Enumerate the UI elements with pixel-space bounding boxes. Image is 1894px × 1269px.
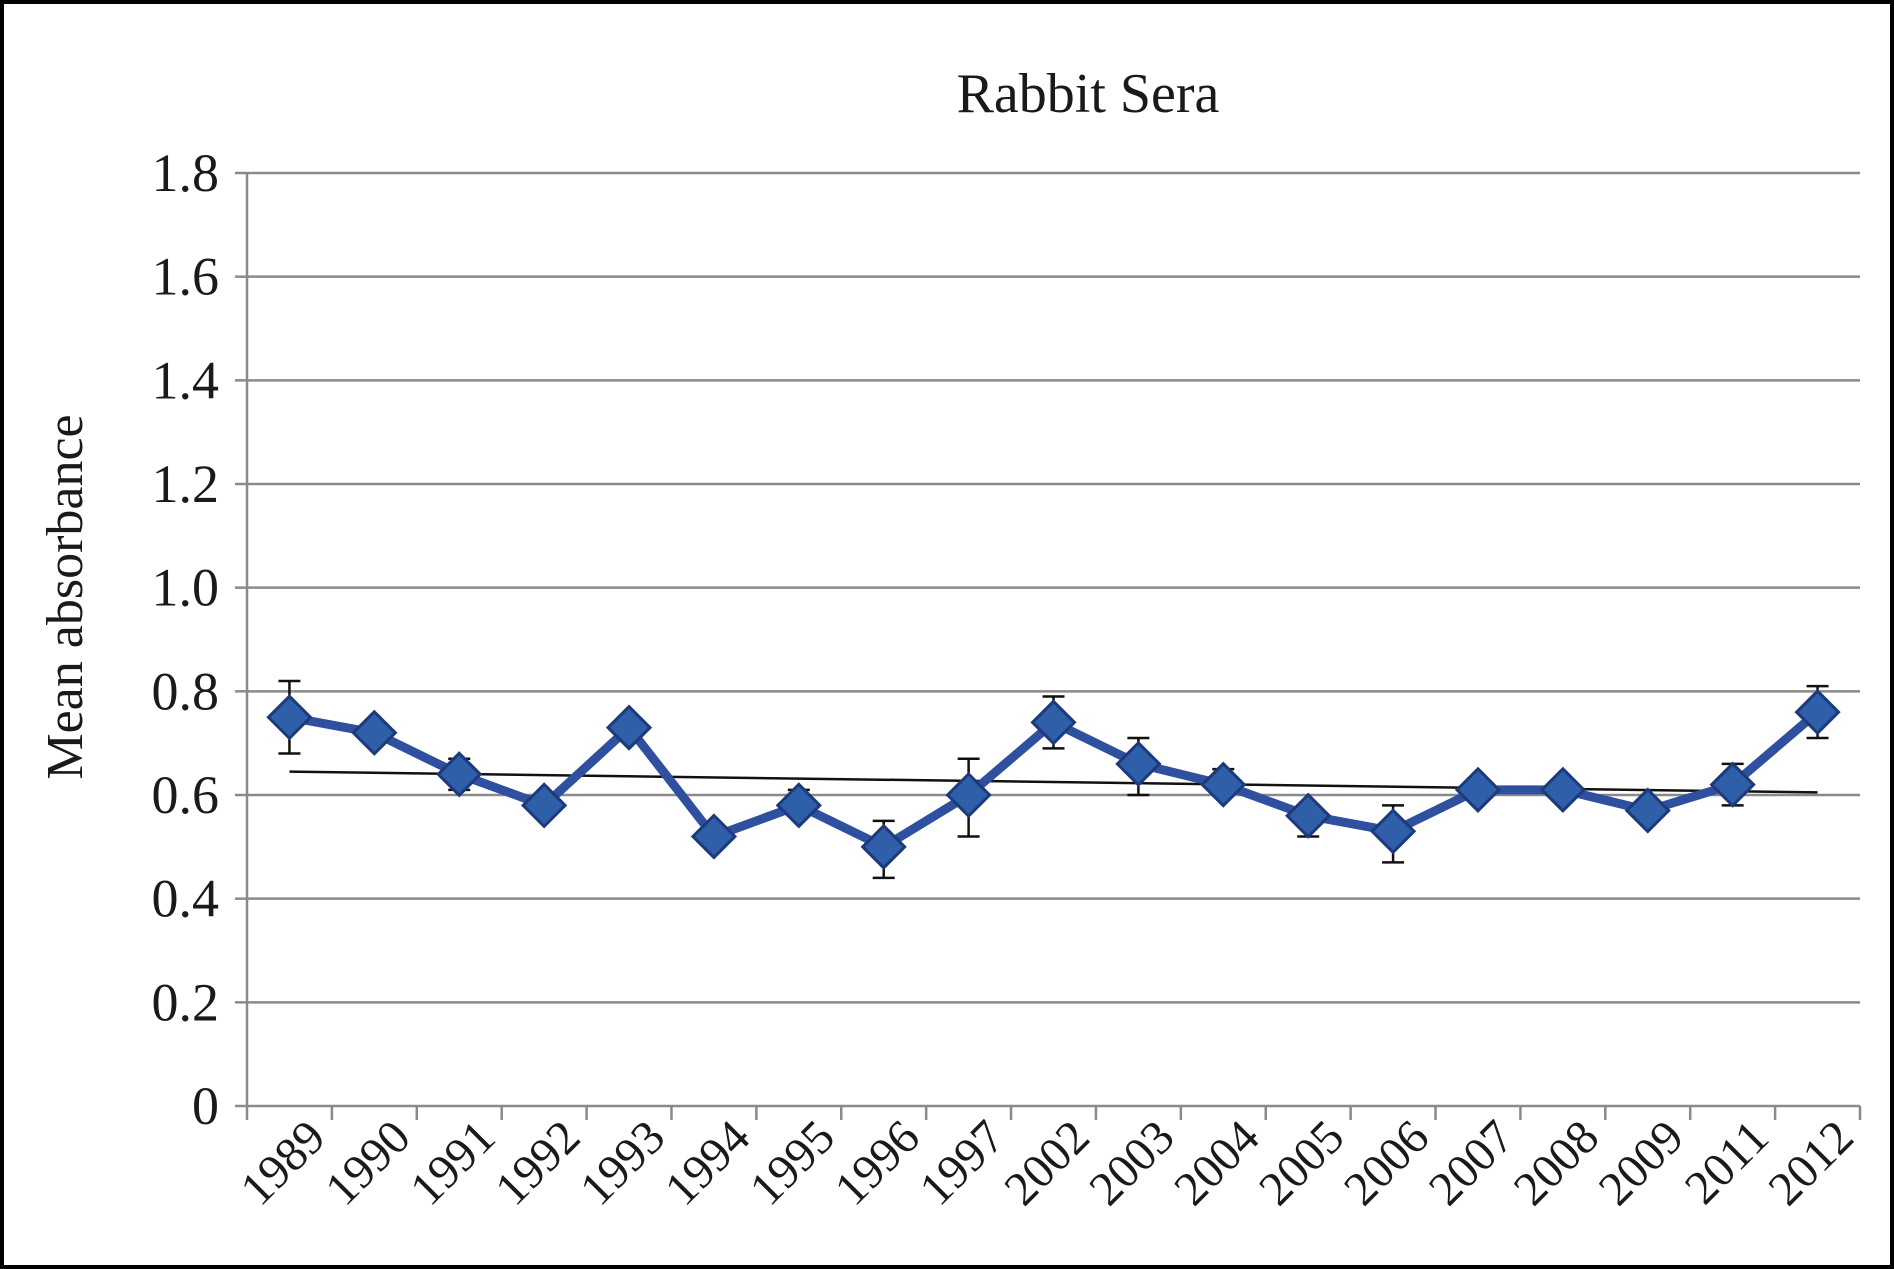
y-tick-label: 1.4	[152, 350, 220, 410]
data-point-1996	[860, 823, 907, 870]
data-point-1990	[351, 709, 398, 756]
data-point-1994	[690, 813, 738, 860]
data-point-2009	[1624, 787, 1671, 834]
data-point-2007	[1454, 766, 1502, 813]
y-tick-label: 0.6	[152, 765, 220, 825]
x-tick-label-1997: 1997	[909, 1110, 1014, 1215]
y-tick-label: 0	[192, 1076, 219, 1136]
x-tick-label-1991: 1991	[400, 1110, 505, 1215]
x-tick-label-1994: 1994	[655, 1110, 760, 1215]
x-tick-label-1989: 1989	[230, 1110, 335, 1215]
x-tick-label-2008: 2008	[1504, 1110, 1609, 1215]
data-point-2008	[1539, 766, 1586, 813]
y-tick-label: 0.2	[152, 972, 220, 1032]
x-tick-label-2009: 2009	[1589, 1110, 1694, 1215]
data-point-2004	[1200, 761, 1247, 808]
x-tick-label-2006: 2006	[1334, 1110, 1439, 1215]
data-point-2011	[1709, 761, 1756, 808]
x-tick-label-2003: 2003	[1079, 1110, 1184, 1215]
x-tick-label-1996: 1996	[825, 1110, 930, 1215]
data-point-2002	[1030, 699, 1077, 746]
y-tick-label: 1.0	[152, 558, 220, 618]
x-tick-label-2007: 2007	[1419, 1110, 1524, 1215]
x-tick-label-2011: 2011	[1675, 1110, 1779, 1214]
gridlines	[247, 171, 1860, 1004]
data-point-1991	[436, 751, 483, 798]
y-tick-label: 1.2	[152, 454, 220, 514]
x-tick-label-1993: 1993	[570, 1110, 675, 1215]
data-point-1995	[775, 782, 822, 829]
trendline	[289, 770, 1818, 794]
x-tick-label-1995: 1995	[740, 1110, 845, 1215]
data-point-2006	[1369, 808, 1417, 855]
trendline-layer	[289, 770, 1818, 794]
data-point-1989	[266, 694, 313, 741]
x-tick-label-1990: 1990	[315, 1110, 420, 1215]
axes	[235, 171, 1862, 1120]
x-tick-label-1992: 1992	[485, 1110, 590, 1215]
y-tick-label: 0.8	[152, 661, 220, 721]
x-tick-label-2012: 2012	[1758, 1110, 1863, 1215]
data-point-1993	[605, 704, 653, 751]
chart-title: Rabbit Sera	[957, 63, 1220, 125]
data-point-2003	[1115, 740, 1162, 788]
series-layer	[266, 679, 1841, 880]
x-tick-label-2005: 2005	[1249, 1110, 1354, 1215]
data-point-2005	[1285, 792, 1332, 839]
data-point-2012	[1794, 688, 1841, 736]
y-tick-label: 1.8	[152, 143, 220, 203]
x-tick-label-2004: 2004	[1164, 1110, 1269, 1215]
y-axis-label: Mean absorbance	[37, 414, 94, 779]
y-tick-labels: 0 0.2 0.4 0.6 0.8 1.0 1.2 1.4 1.6 1.8	[152, 143, 220, 1136]
x-tick-label-2002: 2002	[994, 1110, 1099, 1215]
y-tick-label: 0.4	[152, 869, 220, 929]
y-tick-label: 1.6	[152, 247, 220, 307]
data-point-1992	[521, 782, 568, 829]
x-tick-labels: 1989199019911992199319941995199619972002…	[230, 1110, 1863, 1215]
data-point-1997	[945, 771, 992, 819]
